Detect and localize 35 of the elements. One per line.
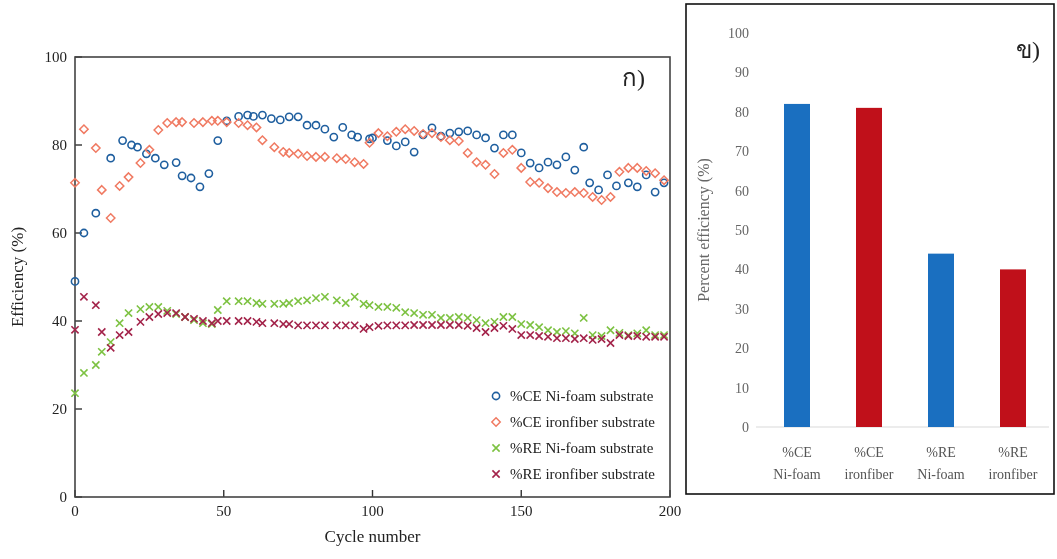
x-tick-label: 150 — [510, 503, 533, 519]
y-tick-label: 0 — [59, 489, 67, 505]
y-tick-label: 60 — [52, 225, 67, 241]
x-tick-label: %CE Ni-foam — [773, 445, 821, 482]
y-tick-label: 70 — [735, 144, 749, 160]
y-axis-title: Percent efficiency (%) — [695, 158, 713, 302]
y-tick-label: 40 — [52, 313, 67, 329]
y-tick-label: 80 — [52, 137, 67, 153]
y-tick-label: 100 — [728, 26, 749, 41]
y-tick-label: 100 — [44, 49, 67, 65]
y-tick-label: 20 — [52, 401, 67, 417]
legend-label: %CE ironfiber substrate — [510, 414, 656, 430]
y-axis-title: Efficiency (%) — [8, 226, 27, 328]
x-tick-label: %CE ironfiber — [844, 445, 894, 482]
x-tick-label: 0 — [71, 503, 79, 519]
x-tick-label: 50 — [216, 503, 232, 519]
y-tick-label: 0 — [742, 420, 749, 435]
x-tick-label: %RE ironfiber — [988, 445, 1038, 482]
legend-label: %RE Ni-foam substrate — [510, 440, 654, 456]
y-tick-label: 80 — [735, 104, 749, 120]
y-tick-label: 10 — [735, 380, 749, 396]
annotation: ข) — [1016, 37, 1040, 63]
y-tick-label: 20 — [735, 341, 749, 357]
y-tick-label: 50 — [735, 223, 749, 238]
y-tick-label: 60 — [735, 183, 749, 199]
x-tick-label: 200 — [658, 503, 682, 519]
annotation: ก) — [622, 65, 645, 91]
x-tick-label: 100 — [361, 503, 384, 519]
y-tick-label: 90 — [735, 65, 749, 81]
legend-label: %RE ironfiber substrate — [510, 466, 656, 482]
x-axis-title: Cycle number — [324, 527, 421, 546]
legend-label: %CE Ni-foam substrate — [510, 388, 654, 404]
x-tick-label: %RE Ni-foam — [917, 445, 965, 482]
y-tick-label: 30 — [735, 301, 749, 317]
y-tick-label: 40 — [735, 262, 749, 278]
